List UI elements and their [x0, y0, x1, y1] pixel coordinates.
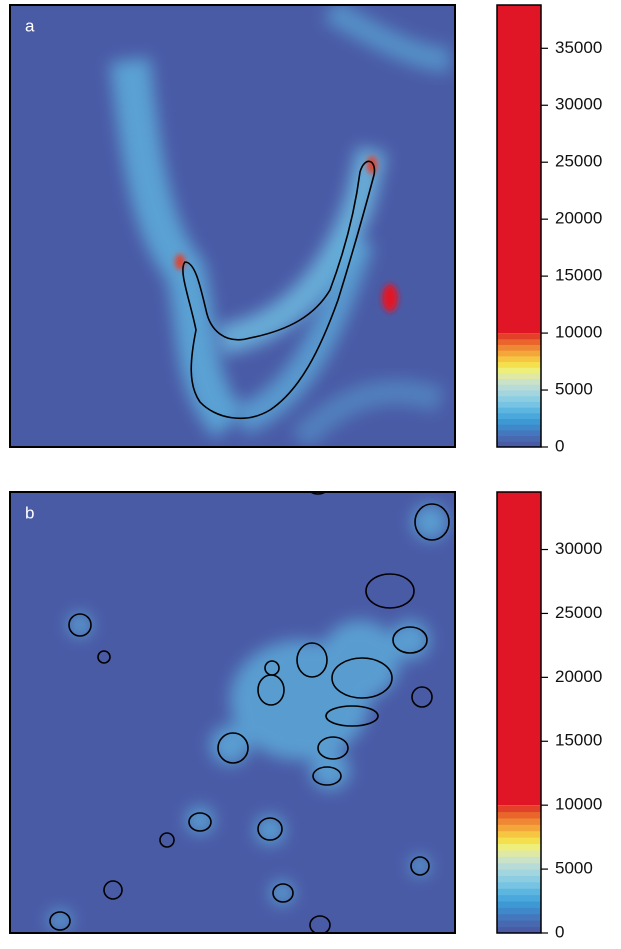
colorbar-band — [497, 372, 541, 380]
colorbar-tick-label: 15000 — [555, 731, 602, 750]
colorbar-band — [497, 361, 541, 368]
colorbar-tick-label: 15000 — [555, 266, 602, 285]
colorbar-over — [497, 5, 541, 334]
colorbar-band — [497, 881, 541, 889]
colorbar-band — [497, 390, 541, 397]
colorbar-tick-label: 30000 — [555, 95, 602, 114]
colorbar-tick-label: 30000 — [555, 539, 602, 558]
colorbar-band — [497, 875, 541, 883]
colorbar-band — [497, 837, 541, 845]
colorbar-band — [497, 338, 541, 345]
colorbar-band — [497, 344, 541, 351]
colorbar-band — [497, 824, 541, 832]
colorbar-band — [497, 920, 541, 928]
colorbar-band — [497, 429, 541, 437]
colorbar-band — [497, 926, 541, 934]
colorbar-tick-label: 5000 — [555, 380, 593, 399]
colorbar-band — [497, 817, 541, 825]
panel-label: a — [25, 16, 35, 35]
colorbar-tick-label: 20000 — [555, 667, 602, 686]
colorbar-band — [497, 333, 541, 340]
colorbar-band — [497, 412, 541, 420]
colorbar-tick-label: 0 — [555, 436, 564, 455]
colorbar-band — [497, 862, 541, 870]
colorbar-band — [497, 407, 541, 414]
colorbar-band — [497, 401, 541, 408]
colorbar-tick-label: 0 — [555, 922, 564, 941]
heatmap-image — [10, 5, 455, 447]
plot-frame — [9, 4, 456, 448]
colorbar-over — [497, 492, 541, 806]
colorbar-band — [497, 355, 541, 363]
colorbar-band — [497, 418, 541, 425]
colorbar-band — [497, 843, 541, 851]
colorbar-frame — [496, 491, 542, 934]
colorbar-band — [497, 435, 541, 442]
colorbar-tick-label: 10000 — [555, 323, 602, 342]
colorbar-frame — [496, 4, 542, 448]
colorbar-band — [497, 830, 541, 838]
colorbar-tick-label: 25000 — [555, 152, 602, 171]
heatmap-image — [10, 492, 455, 933]
colorbar-tick-label: 5000 — [555, 859, 593, 878]
colorbar-band — [497, 424, 541, 431]
colorbar-band — [497, 907, 541, 915]
colorbar-band — [497, 869, 541, 876]
colorbar-tick-label: 25000 — [555, 603, 602, 622]
colorbar-tick-label: 35000 — [555, 38, 602, 57]
colorbar-band — [497, 811, 541, 819]
colorbar-band — [497, 894, 541, 902]
colorbar-band — [497, 849, 541, 857]
colorbar-band — [497, 395, 541, 402]
colorbar-band — [497, 350, 541, 357]
colorbar-band — [497, 805, 541, 813]
colorbar-band — [497, 367, 541, 374]
colorbar-band — [497, 384, 541, 391]
panel-label: b — [25, 503, 34, 522]
plot-frame — [9, 491, 456, 934]
colorbar-band — [497, 378, 541, 385]
colorbar-band — [497, 441, 541, 448]
colorbar-tick-label: 10000 — [555, 795, 602, 814]
colorbar-band — [497, 901, 541, 908]
colorbar-band — [497, 888, 541, 896]
colorbar-tick-label: 20000 — [555, 209, 602, 228]
colorbar-band — [497, 856, 541, 864]
colorbar-band — [497, 913, 541, 921]
